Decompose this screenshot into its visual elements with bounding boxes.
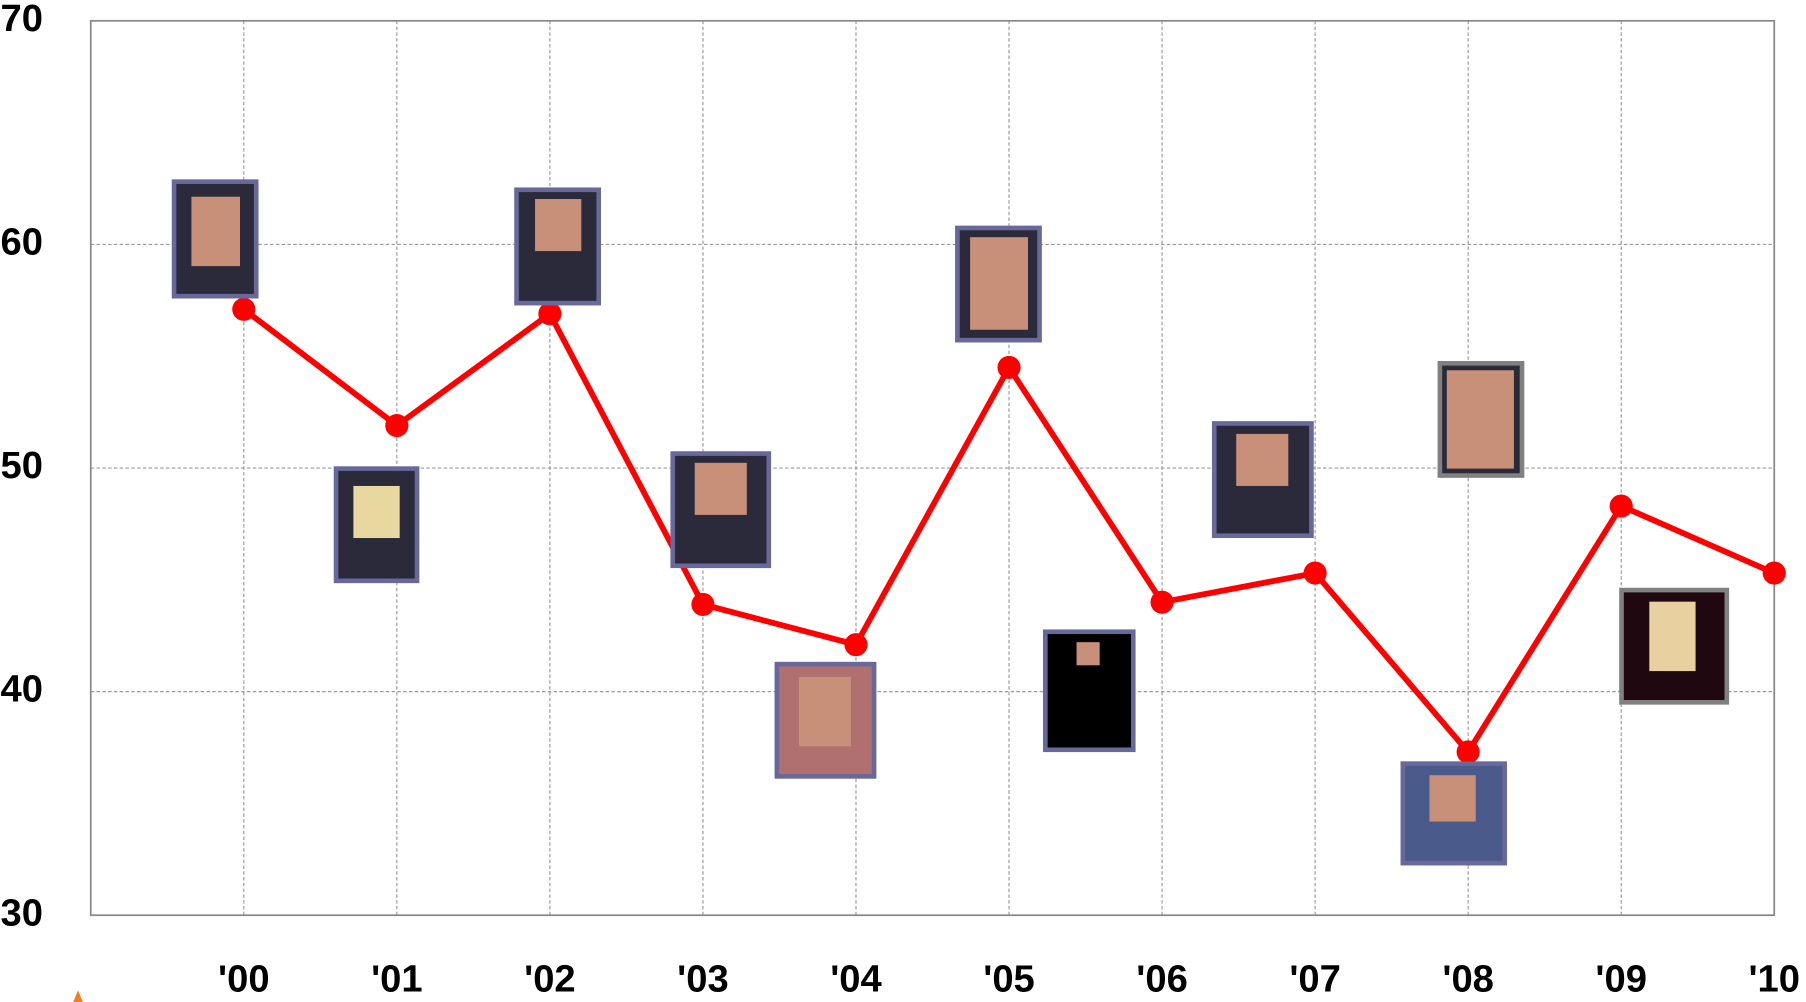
point <box>1457 740 1480 763</box>
y-tick-label: 40 <box>1 668 43 711</box>
point <box>1763 562 1786 585</box>
point <box>997 356 1020 379</box>
point <box>1610 494 1633 517</box>
point <box>1151 591 1174 614</box>
x-tick-label: '08 <box>1442 957 1494 1000</box>
point <box>385 414 408 437</box>
x-tick-label: '07 <box>1289 957 1341 1000</box>
photo <box>1440 363 1522 475</box>
chart: 30 40 50 60 70 '00 '01 '02 '03 '04 '05 '06 '07 '08 '09… <box>0 0 1806 1002</box>
y-tick-label: 70 <box>1 0 43 40</box>
y-tick-label: 50 <box>1 444 43 487</box>
photo <box>517 190 599 303</box>
photo <box>174 182 256 297</box>
page: 30 40 50 60 70 '00 '01 '02 '03 '04 '05 '06 '07 '08 '09… <box>0 0 1806 1002</box>
photo <box>777 664 874 776</box>
x-tick-label: '02 <box>524 957 576 1000</box>
photo <box>1403 764 1505 864</box>
photo <box>673 454 769 566</box>
x-tick-label: '04 <box>830 957 882 1000</box>
x-tick-label: '01 <box>371 957 423 1000</box>
point <box>1304 562 1327 585</box>
photo <box>957 228 1039 340</box>
x-tick-label: '10 <box>1748 957 1800 1000</box>
photo <box>336 469 417 581</box>
photo <box>1214 423 1311 535</box>
x-tick-label: '03 <box>677 957 729 1000</box>
point <box>844 633 867 656</box>
photo <box>1045 632 1133 750</box>
x-tick-label: '09 <box>1595 957 1647 1000</box>
x-tick-label: '06 <box>1136 957 1188 1000</box>
logo-mark <box>72 990 84 1002</box>
y-tick-label: 30 <box>1 891 43 934</box>
point <box>538 302 561 325</box>
y-tick-label: 60 <box>1 221 43 264</box>
point <box>691 593 714 616</box>
x-tick-label: '05 <box>983 957 1035 1000</box>
photo <box>1622 590 1727 702</box>
x-tick-label: '00 <box>218 957 270 1000</box>
point <box>232 298 255 321</box>
